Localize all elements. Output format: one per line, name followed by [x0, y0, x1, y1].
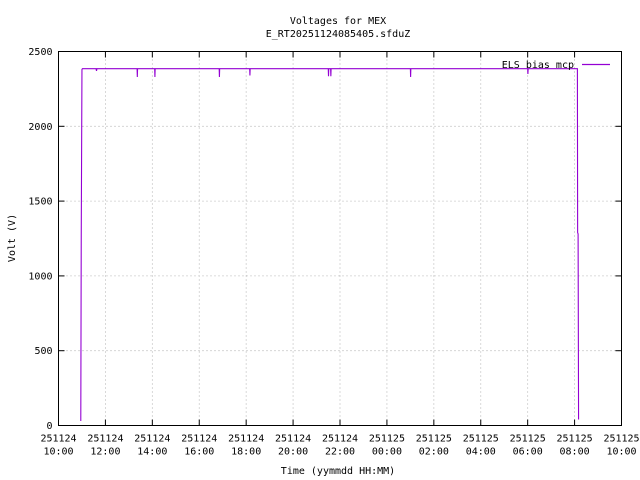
series-line-els-bias-mcp	[80, 68, 580, 422]
x-tick-label-time: 18:00	[231, 447, 261, 458]
x-tick-label-date: 251124	[275, 434, 311, 445]
y-tick-label: 2500	[28, 47, 52, 58]
x-tick-label-date: 251124	[134, 434, 170, 445]
x-tick-label-time: 06:00	[513, 447, 543, 458]
x-tick-label-time: 12:00	[90, 447, 120, 458]
legend: ELS bias mcp	[502, 60, 610, 71]
x-tick-label-date: 251125	[557, 434, 593, 445]
x-tick-label-time: 04:00	[466, 447, 496, 458]
chart-title: Voltages for MEX	[290, 16, 386, 27]
x-tick-label-time: 10:00	[43, 447, 73, 458]
y-axis-label: Volt (V)	[7, 214, 18, 262]
x-tick-label-time: 20:00	[278, 447, 308, 458]
x-axis-label: Time (yymmdd HH:MM)	[281, 466, 395, 477]
x-tick-label-date: 251125	[463, 434, 499, 445]
chart-subtitle: E_RT20251124085405.sfduZ	[266, 29, 411, 40]
legend-label-els-bias-mcp: ELS bias mcp	[502, 60, 574, 71]
grid-lines	[58, 51, 622, 426]
x-tick-label-time: 02:00	[419, 447, 449, 458]
x-tick-label-time: 08:00	[560, 447, 590, 458]
x-tick-label-date: 251124	[87, 434, 123, 445]
x-tick-label-date: 251125	[603, 434, 639, 445]
x-tick-label-date: 251125	[369, 434, 405, 445]
x-tick-label-time: 00:00	[372, 447, 402, 458]
y-tick-label: 500	[34, 346, 52, 357]
x-tick-label-date: 251124	[322, 434, 358, 445]
y-tick-label: 2000	[28, 122, 52, 133]
x-tick-label-date: 251125	[510, 434, 546, 445]
x-tick-label-time: 16:00	[184, 447, 214, 458]
y-tick-label: 1500	[28, 197, 52, 208]
axis-ticks	[58, 51, 622, 426]
y-tick-label: 0	[46, 421, 52, 432]
tick-labels: 0 500 1000 1500 2000 2500 251124 10:00 251124 12:…	[28, 47, 639, 458]
x-tick-label-time: 14:00	[137, 447, 167, 458]
series-layer	[80, 68, 580, 422]
x-tick-label-date: 251124	[228, 434, 264, 445]
x-tick-label-time: 10:00	[606, 447, 636, 458]
x-tick-label-date: 251124	[181, 434, 217, 445]
x-tick-label-time: 22:00	[325, 447, 355, 458]
y-tick-label: 1000	[28, 271, 52, 282]
x-tick-label-date: 251124	[40, 434, 76, 445]
x-tick-label-date: 251125	[416, 434, 452, 445]
